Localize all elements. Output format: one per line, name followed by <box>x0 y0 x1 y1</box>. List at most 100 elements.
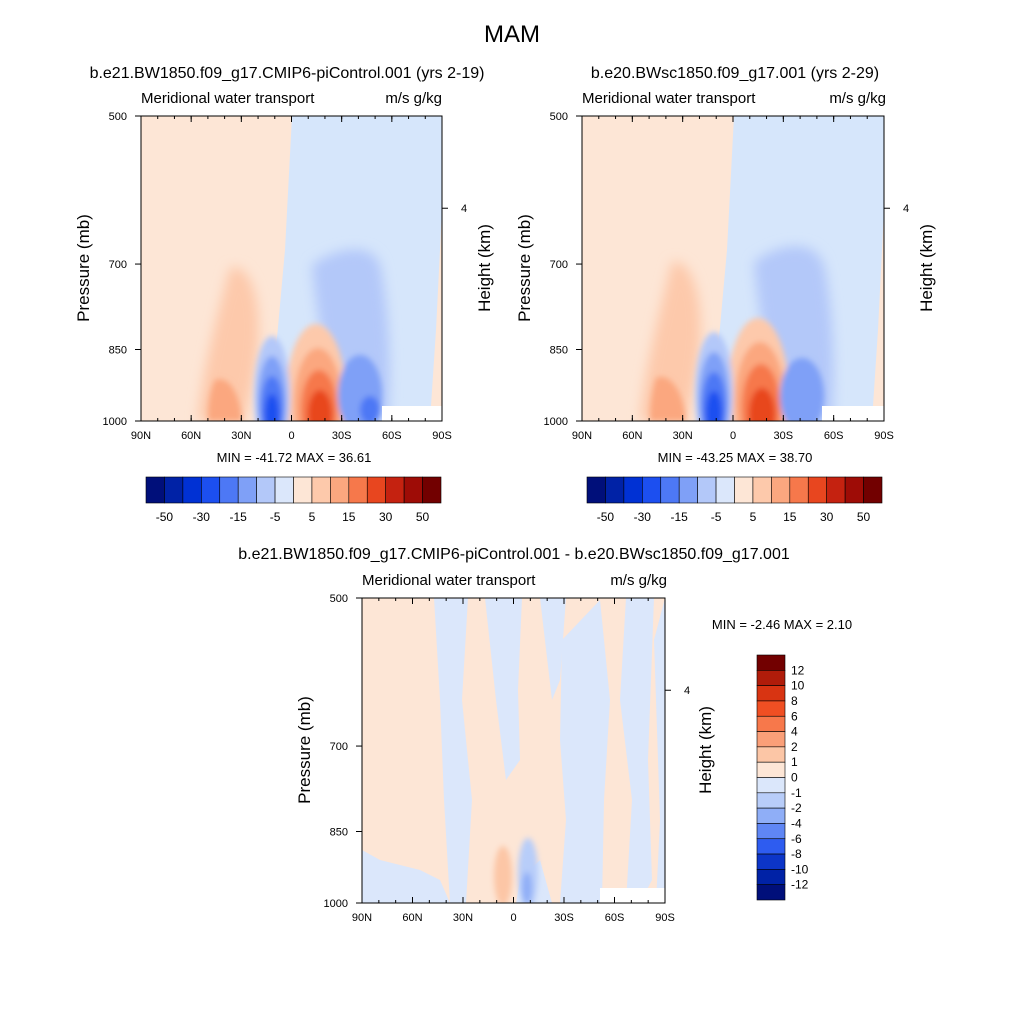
colorbar-label: 30 <box>379 510 393 524</box>
field-pos-band-5 <box>198 267 259 421</box>
field-pos-core-3 <box>749 388 775 421</box>
y-axis-label: Pressure (mb) <box>295 696 314 804</box>
colorbar-box <box>756 761 786 778</box>
colorbar-label: -8 <box>791 847 802 861</box>
x-tick-label: 60N <box>181 430 201 442</box>
colorbar-box <box>256 476 276 504</box>
y-tick-label: 700 <box>330 741 348 753</box>
topography-mask <box>600 888 665 903</box>
colorbar-box <box>756 838 786 855</box>
colorbar-box <box>756 700 786 717</box>
colorbar-label: -30 <box>193 510 211 524</box>
field-pos-core-3 <box>308 390 332 421</box>
y-tick-label: 850 <box>550 344 568 356</box>
colorbar-label: -15 <box>230 510 248 524</box>
colorbar-box <box>756 884 786 901</box>
colorbar-box <box>863 476 883 504</box>
colorbar-box <box>678 476 698 504</box>
panel-title: b.e20.BWsc1850.f09_g17.001 (yrs 2-29) <box>591 65 879 82</box>
x-tick-label: 0 <box>730 430 736 442</box>
y-tick-label: 1000 <box>103 416 127 428</box>
axes: 90N 60N 30N 0 30S 60S 90S 500 700 850 1000 4 <box>103 111 468 442</box>
y-axis-label: Pressure (mb) <box>74 214 93 322</box>
y2-tick-label: 4 <box>903 203 909 215</box>
colorbar-label: 4 <box>791 725 798 739</box>
field-neg-south-0 <box>338 355 382 421</box>
colorbar-box <box>293 476 313 504</box>
colorbar-label: -50 <box>156 510 174 524</box>
colorbar-label: -10 <box>791 862 809 876</box>
colorbar-box <box>403 476 423 504</box>
topography-mask <box>382 406 442 421</box>
y-tick-label: 1000 <box>324 898 348 910</box>
colorbar-box <box>756 807 786 824</box>
colorbar-box <box>660 476 680 504</box>
panel-difference: b.e21.BW1850.f09_g17.CMIP6-piControl.001… <box>238 546 852 924</box>
colorbar-label: 15 <box>342 510 356 524</box>
x-tick-label: 30S <box>554 912 574 924</box>
field-neg-band-1 <box>485 598 522 780</box>
colorbar-box <box>237 476 257 504</box>
panel-title: b.e21.BW1850.f09_g17.CMIP6-piControl.001… <box>238 546 790 563</box>
axes: 90N 60N 30N 0 30S 60S 90S 500 700 850 1000 4 <box>544 111 910 442</box>
figure-title: MAM <box>484 21 540 48</box>
colorbar-box <box>605 476 625 504</box>
x-tick-label: 30N <box>453 912 473 924</box>
colorbar-box <box>311 476 331 504</box>
y2-tick-label: 4 <box>461 203 467 215</box>
colorbar-label: 15 <box>783 510 797 524</box>
colorbar-label: -15 <box>671 510 689 524</box>
colorbar-box <box>330 476 350 504</box>
colorbar-box <box>756 792 786 809</box>
panel-left-string: Meridional water transport <box>582 90 756 107</box>
colorbar-label: -12 <box>791 878 809 892</box>
colorbar-box <box>623 476 643 504</box>
colorbar-box <box>756 654 786 671</box>
colorbar-box <box>756 715 786 732</box>
colorbar-box <box>385 476 405 504</box>
x-tick-label: 60N <box>622 430 642 442</box>
colorbar-box <box>756 869 786 885</box>
x-tick-label: 90S <box>874 430 894 442</box>
y-tick-label: 500 <box>550 111 568 123</box>
colorbar-label: 10 <box>791 679 805 693</box>
panel-control: b.e21.BW1850.f09_g17.CMIP6-piControl.001… <box>74 65 494 524</box>
x-tick-label: 30N <box>673 430 693 442</box>
y2-axis-label: Height (km) <box>475 224 494 312</box>
y-tick-label: 850 <box>109 344 127 356</box>
x-tick-label: 60N <box>402 912 422 924</box>
colorbar-label: 50 <box>857 510 871 524</box>
field-neg-band-5 <box>654 598 665 903</box>
x-tick-label: 90N <box>131 430 151 442</box>
x-tick-label: 90N <box>352 912 372 924</box>
colorbar-label: 30 <box>820 510 834 524</box>
colorbar-box <box>274 476 294 504</box>
colorbar-box <box>366 476 386 504</box>
x-tick-label: 90S <box>655 912 675 924</box>
field-pos-core-0 <box>494 846 512 903</box>
y2-axis-label: Height (km) <box>917 224 936 312</box>
colorbar-box <box>756 685 786 702</box>
contour-field <box>362 598 665 903</box>
colorbar-box <box>756 853 786 870</box>
colorbar-label: 8 <box>791 694 798 708</box>
x-tick-label: 90N <box>572 430 592 442</box>
field-neg-core-1 <box>522 872 532 903</box>
field-neg-core-3 <box>265 394 279 421</box>
colorbar-label: 6 <box>791 709 798 723</box>
field-neg-band-4 <box>620 598 654 903</box>
panel-right-string: m/s g/kg <box>829 90 886 107</box>
axes: 90N 60N 30N 0 30S 60S 90S 500 700 850 1000 4 <box>324 593 691 924</box>
colorbar-box <box>807 476 827 504</box>
x-tick-label: 30S <box>774 430 794 442</box>
topography-mask <box>822 406 884 421</box>
colorbar-box <box>789 476 809 504</box>
colorbar-box <box>844 476 864 504</box>
colorbar-box <box>752 476 772 504</box>
field-neg-south-0 <box>780 358 824 421</box>
colorbar-label: -1 <box>791 786 802 800</box>
colorbar-box <box>756 746 786 763</box>
colorbar-box <box>145 476 165 504</box>
